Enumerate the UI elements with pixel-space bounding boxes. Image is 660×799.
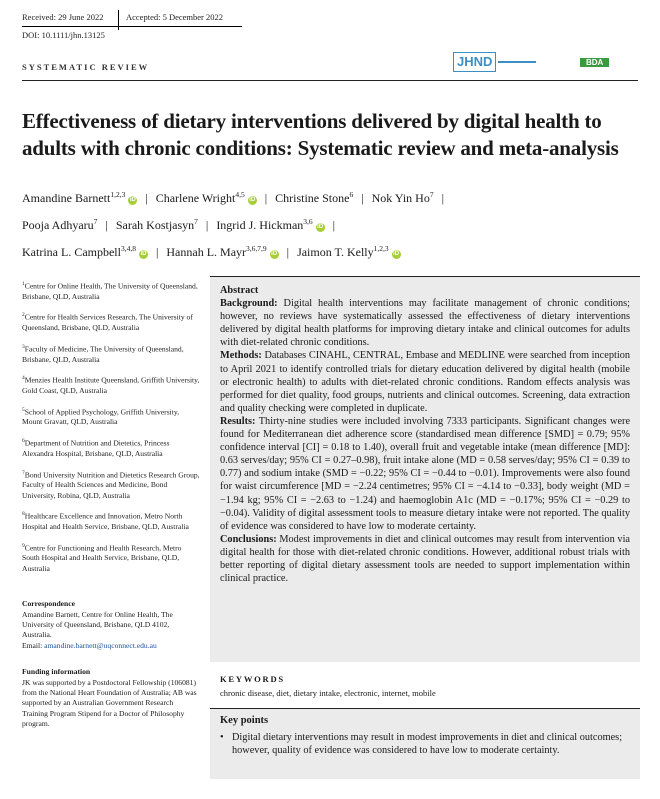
abstract-methods: Methods: Databases CINAHL, CENTRAL, Emba… [220, 350, 630, 414]
section-label: SYSTEMATIC REVIEW [22, 62, 150, 72]
received-date: Received: 29 June 2022 [22, 12, 104, 22]
doi[interactable]: DOI: 10.1111/jhn.13125 [22, 30, 105, 40]
author[interactable]: Hannah L. Mayr3,6,7,9iD [166, 244, 279, 259]
article-title: Effectiveness of dietary interventions d… [22, 108, 642, 162]
abstract-heading: Abstract [220, 285, 259, 296]
abstract-body: Abstract Background: Digital health inte… [220, 284, 630, 585]
author[interactable]: Amandine Barnett1,2,3iD [22, 190, 138, 205]
bda-logo: BDA [580, 52, 610, 72]
key-point-text: Digital dietary interventions may result… [232, 732, 623, 757]
title-line-2: adults with chronic conditions: Systemat… [22, 136, 619, 160]
author-line-3: Katrina L. Campbell3,4,8iD | Hannah L. May… [22, 244, 401, 259]
affiliation: 8Healthcare Excellence and Innovation, M… [22, 511, 189, 531]
funding-text: JK was supported by a Postdoctoral Fello… [22, 678, 197, 728]
abstract-box: Abstract Background: Digital health inte… [210, 276, 640, 662]
author[interactable]: Ingrid J. Hickman3,6iD [216, 217, 325, 232]
abstract-conclusions: Conclusions: Modest improvements in diet… [220, 533, 631, 585]
affiliations: 1Centre for Online Health, The Universit… [22, 279, 200, 582]
affiliation: 2Centre for Health Services Research, Th… [22, 312, 193, 333]
affiliation: 5School of Applied Psychology, Griffith … [22, 406, 180, 427]
affiliation: 4Menzies Health Institute Queensland, Gr… [22, 375, 200, 396]
jhnd-logo: JHND [453, 52, 497, 72]
keywords-heading: KEYWORDS [220, 674, 285, 684]
title-line-1: Effectiveness of dietary interventions d… [22, 109, 602, 133]
abstract-results: Results: Thirty-nine studies were includ… [220, 415, 631, 532]
author-line-2: Pooja Adhyaru7 | Sarah Kostjasyn7 | Ingrid J… [22, 217, 336, 232]
section-rule [22, 80, 638, 81]
keywords-text: chronic disease, diet, dietary intake, e… [220, 688, 436, 698]
orcid-icon[interactable]: iD [247, 196, 257, 205]
affiliation: 6Department of Nutrition and Dietetics, … [22, 438, 170, 458]
orcid-icon[interactable]: iD [315, 223, 325, 232]
correspondence: Correspondence Amandine Barnett, Centre … [22, 599, 200, 651]
email-link[interactable]: amandine.barnett@uqconnect.edu.au [44, 640, 157, 650]
accepted-date: Accepted: 5 December 2022 [126, 12, 223, 22]
funding-heading: Funding information [22, 667, 91, 676]
author-list: Amandine Barnett1,2,3iD | Charlene Wright4… [22, 183, 642, 264]
key-point-item: • Digital dietary interventions may resu… [220, 731, 630, 757]
author[interactable]: Sarah Kostjasyn7 [115, 217, 198, 232]
affiliation: 3Faculty of Medicine, The University of … [22, 343, 184, 364]
journal-logo: JHND [453, 52, 538, 72]
author[interactable]: Jaimon T. Kelly1,2,3iD [297, 244, 401, 259]
author[interactable]: Charlene Wright4,5iD [155, 190, 257, 205]
orcid-icon[interactable]: iD [128, 196, 138, 205]
header-divider [118, 10, 119, 30]
key-points-box: Key points • Digital dietary interventio… [210, 708, 640, 779]
orcid-icon[interactable]: iD [138, 250, 148, 259]
author[interactable]: Katrina L. Campbell3,4,8iD [22, 244, 148, 259]
funding: Funding information JK was supported by … [22, 667, 200, 729]
logo-line [498, 61, 537, 63]
correspondence-text: Amandine Barnett, Centre for Online Heal… [22, 610, 173, 640]
orcid-icon[interactable]: iD [391, 250, 401, 259]
bullet-icon: • [220, 732, 224, 743]
affiliation: 9Centre for Functioning and Health Resea… [22, 542, 182, 573]
author[interactable]: Pooja Adhyaru7 [22, 217, 98, 232]
author[interactable]: Christine Stone6 [275, 190, 354, 205]
author[interactable]: Nok Yin Ho7 [371, 190, 434, 205]
abstract-background: Background: Digital health interventions… [220, 298, 630, 349]
affiliation: 1Centre for Online Health, The Universit… [22, 281, 198, 301]
correspondence-heading: Correspondence [22, 599, 76, 608]
author-line-1: Amandine Barnett1,2,3iD | Charlene Wright4… [22, 190, 444, 205]
key-points-heading: Key points [220, 715, 269, 726]
orcid-icon[interactable]: iD [269, 250, 279, 259]
header-rule [22, 26, 242, 27]
bda-logo-text: BDA [580, 58, 610, 67]
email-label: Email: [22, 640, 45, 650]
affiliation: 7Bond University Nutrition and Dietetics… [22, 469, 200, 500]
